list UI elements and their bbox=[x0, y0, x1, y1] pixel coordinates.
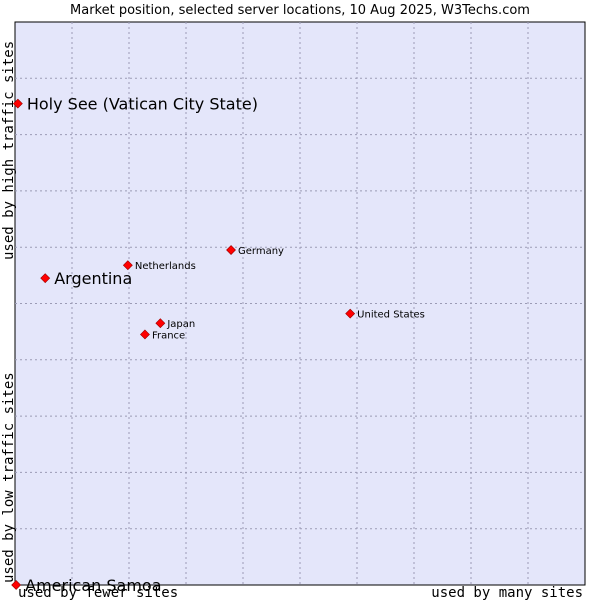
point-marker bbox=[40, 273, 51, 284]
point-label: France bbox=[152, 330, 185, 341]
point-marker bbox=[345, 308, 356, 319]
point-label: American Samoa bbox=[25, 576, 161, 595]
point-marker bbox=[12, 98, 23, 109]
y-axis-label-bottom: used by low traffic sites bbox=[1, 372, 17, 583]
point-japan: Japan bbox=[155, 318, 195, 330]
point-united-states: United States bbox=[345, 308, 425, 321]
point-holy-see-vatican-city-state: Holy See (Vatican City State) bbox=[12, 95, 258, 114]
point-marker bbox=[155, 318, 166, 329]
point-netherlands: Netherlands bbox=[122, 260, 196, 272]
point-label: United States bbox=[357, 310, 425, 321]
point-label: Argentina bbox=[54, 269, 132, 288]
point-marker bbox=[122, 260, 133, 271]
point-marker bbox=[140, 329, 150, 340]
point-american-samoa: American Samoa bbox=[11, 576, 162, 595]
chart-title: Market position, selected server locatio… bbox=[70, 3, 530, 18]
x-axis-label-left: used by fewer sites bbox=[18, 585, 178, 600]
x-axis-label-right: used by many sites bbox=[431, 585, 583, 600]
point-label: Holy See (Vatican City State) bbox=[27, 95, 258, 114]
point-label: Japan bbox=[166, 319, 195, 330]
point-france: France bbox=[140, 329, 185, 341]
point-marker bbox=[11, 580, 22, 590]
data-points: Holy See (Vatican City State) Argentina Am… bbox=[11, 95, 425, 595]
y-axis-label-top: used by high traffic sites bbox=[1, 41, 17, 260]
point-argentina: Argentina bbox=[40, 269, 132, 288]
grid-lines bbox=[15, 22, 585, 585]
point-label: Germany bbox=[238, 246, 284, 257]
point-germany: Germany bbox=[226, 245, 284, 257]
point-label: Netherlands bbox=[135, 261, 196, 272]
point-marker bbox=[226, 245, 236, 255]
